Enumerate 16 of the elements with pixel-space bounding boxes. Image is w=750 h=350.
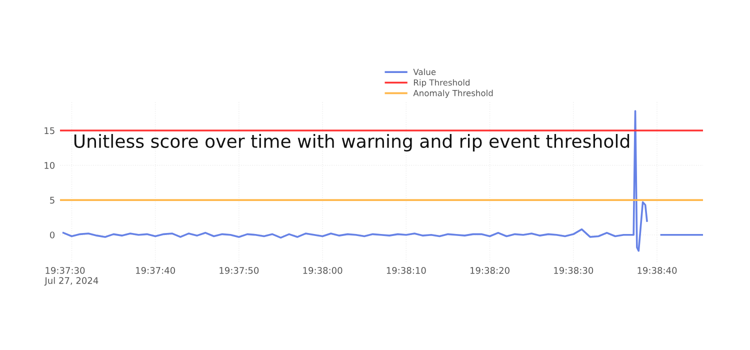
x-tick-label: 19:38:10 bbox=[386, 267, 426, 274]
y-tick-label: 5 bbox=[50, 196, 54, 204]
annotation: Unitless score over time with warning and rip event threshold bbox=[74, 134, 630, 152]
x-tick-label: 19:38:20 bbox=[470, 267, 510, 274]
y-tick-label: 15 bbox=[44, 127, 54, 134]
x-tick-label: 19:38:40 bbox=[638, 267, 677, 274]
x-tick-label: 19:37:40 bbox=[136, 267, 175, 274]
x-tick-label: 19:37:30 Jul 27, 2024 bbox=[44, 267, 98, 286]
legend-label: Value bbox=[413, 68, 436, 76]
legend-label: Rip Threshold bbox=[414, 79, 470, 88]
x-tick-label: 19:37:50 bbox=[220, 267, 259, 274]
legend-label: Anomaly Threshold bbox=[413, 90, 493, 98]
y-tick-label: 10 bbox=[44, 162, 55, 169]
x-tick-label: 19:38:30 bbox=[554, 267, 594, 274]
y-tick-label: 0 bbox=[50, 232, 55, 238]
x-tick-label: 19:38:00 bbox=[303, 267, 342, 274]
